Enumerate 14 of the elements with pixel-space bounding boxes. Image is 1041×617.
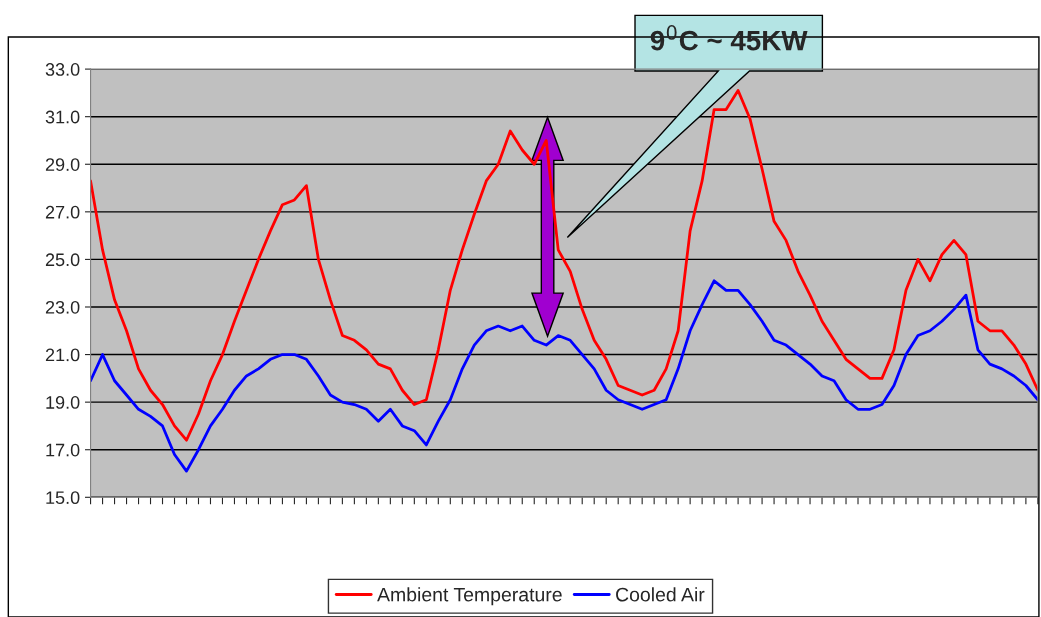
- y-tick-label: 25.0: [45, 253, 80, 267]
- y-tick-label: 31.0: [45, 110, 80, 124]
- line-series: [90, 279, 1038, 473]
- y-tick-label: 21.0: [45, 348, 80, 362]
- y-tick-label: 17.0: [46, 443, 80, 457]
- line-series: [90, 89, 1038, 442]
- y-tick-label: 29.0: [45, 158, 80, 171]
- y-tick-label: 23.0: [45, 300, 80, 314]
- legend-label: Ambient Temperature: [377, 587, 562, 606]
- y-tick-label: 19.0: [46, 396, 80, 409]
- legend-label: Cooled Air: [616, 587, 705, 602]
- y-tick-label: 33.0: [45, 63, 80, 76]
- y-tick-label: 15.0: [46, 491, 80, 505]
- y-tick-label: 27.0: [45, 205, 80, 219]
